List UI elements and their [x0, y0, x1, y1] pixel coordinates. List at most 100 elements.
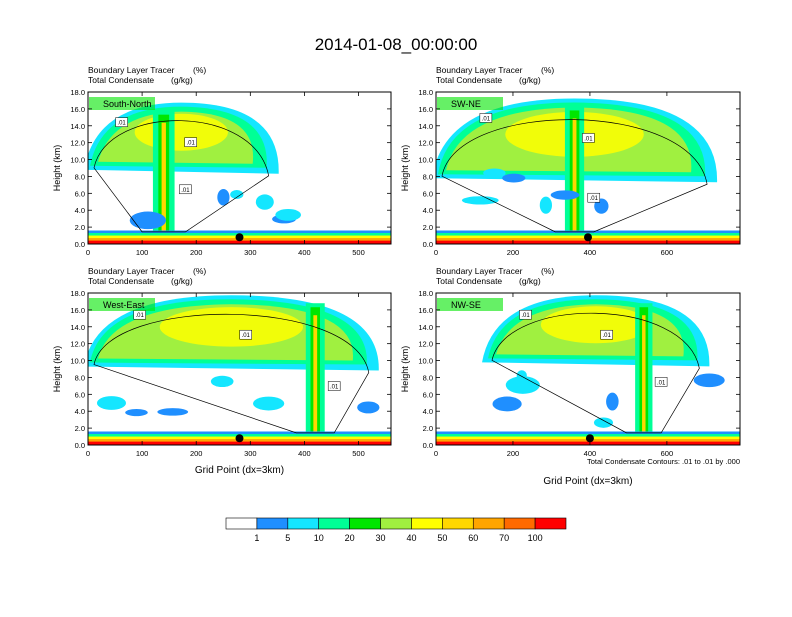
colorbar-swatch [225, 517, 258, 530]
contour-label-box [179, 184, 192, 195]
colorbar-swatch [442, 517, 474, 530]
colorbar-label: 60 [468, 533, 478, 543]
contour-label-text: .01 [602, 333, 611, 339]
y-tick-label: 4.0 [423, 206, 433, 215]
location-marker [585, 434, 594, 443]
contour-label: .01 [184, 137, 197, 147]
colorbar-label: 70 [499, 533, 509, 543]
panel-label-bg [89, 298, 155, 311]
y-tick-label: 12.0 [70, 340, 85, 349]
y-tick-label: 2.0 [75, 424, 85, 433]
colorbar-swatch [256, 517, 289, 530]
cloud-patch [693, 373, 725, 388]
y-tick-label: 10.0 [70, 357, 85, 366]
x-tick-label: 200 [190, 449, 203, 458]
y-tick-label: 10.0 [418, 156, 433, 165]
y-tick-label: 18.0 [70, 88, 85, 97]
y-tick-label: 6.0 [423, 189, 433, 198]
panel-label: SW-NE [451, 99, 481, 109]
y-tick-label: 0.0 [75, 441, 85, 450]
anvil-core [540, 306, 651, 344]
panel-title-line2: Total Condensate [88, 75, 154, 85]
cloud-patch [275, 208, 302, 221]
y-tick-label: 0.0 [423, 240, 433, 249]
y-axis-label: Height (km) [52, 346, 62, 393]
contour-label-text: .01 [521, 313, 530, 319]
x-tick-label: 400 [584, 248, 597, 257]
panel-title-unit2: (g/kg) [171, 75, 193, 85]
y-tick-label: 2.0 [423, 223, 433, 232]
contour-label: .01 [115, 117, 128, 127]
boundary-layer-band-5 [88, 441, 391, 445]
y-tick-label: 12.0 [418, 139, 433, 148]
y-tick-label: 12.0 [70, 139, 85, 148]
contour-line [491, 312, 700, 434]
colorbar-label: 100 [528, 533, 543, 543]
contour-label-text: .01 [657, 380, 666, 386]
contour-line [93, 313, 370, 434]
x-tick-label: 600 [661, 248, 674, 257]
y-tick-label: 10.0 [70, 156, 85, 165]
x-tick-label: 300 [244, 248, 257, 257]
panel-title-line1: Boundary Layer Tracer [88, 266, 175, 276]
updraft-peak [642, 315, 646, 435]
contour-label: .01 [582, 133, 595, 143]
cloud-patch [255, 194, 274, 210]
panel-title-line2: Total Condensate [436, 75, 502, 85]
panel-title-line1: Boundary Layer Tracer [436, 266, 523, 276]
plot-area: .01 .01 .01 NW-SE [436, 293, 740, 445]
contour-label-text: .01 [186, 141, 195, 147]
y-tick-label: 4.0 [423, 407, 433, 416]
cloud-patch [230, 190, 244, 199]
y-tick-label: 14.0 [418, 323, 433, 332]
cloud-patch [606, 392, 619, 411]
x-tick-label: 600 [661, 449, 674, 458]
x-tick-label: 500 [352, 248, 365, 257]
colorbar: 1 5 10 20 30 40 50 60 70 100 [225, 517, 567, 543]
chart-panel-3: Boundary Layer Tracer (%) Total Condensate… [52, 266, 392, 476]
panel-title-unit2: (g/kg) [519, 75, 541, 85]
cloud-patch [96, 396, 127, 410]
plot-frame [87, 91, 392, 245]
panel-label: South-North [103, 99, 152, 109]
panel-label-bg [437, 298, 503, 311]
x-tick-label: 0 [434, 248, 438, 257]
x-tick-label: 200 [190, 248, 203, 257]
colorbar-swatch [534, 517, 567, 530]
contour-label-box [582, 133, 595, 143]
contour-line [93, 120, 270, 233]
y-tick-label: 2.0 [75, 223, 85, 232]
colorbar-label: 10 [314, 533, 324, 543]
contour-label: .01 [479, 113, 493, 123]
contour-label: .01 [327, 381, 341, 391]
y-axis-label: Height (km) [400, 346, 410, 393]
cloud-patch [516, 370, 527, 381]
contour-label-box [600, 329, 613, 340]
plot-area: .01 .01 .01 SW-NE [436, 92, 740, 244]
x-tick-label: 100 [136, 449, 149, 458]
cloud-patch [492, 396, 522, 412]
cloud-patch [550, 190, 580, 200]
contour-note: Total Condensate Contours: .01 to .01 by… [587, 457, 740, 466]
updraft-peak [572, 118, 577, 234]
cloud-patch [483, 168, 506, 178]
cloud-patch [502, 173, 526, 183]
y-tick-label: 14.0 [70, 122, 85, 131]
y-tick-label: 8.0 [75, 373, 85, 382]
location-marker [584, 233, 592, 242]
panels: Boundary Layer Tracer (%) Total Condensate… [52, 65, 741, 487]
contour-label-box [115, 117, 128, 127]
cloud-patch [253, 396, 285, 411]
contour-label-box [327, 381, 341, 391]
colorbar-label: 5 [285, 533, 290, 543]
contour-label-box [519, 309, 532, 320]
contour-label: .01 [239, 329, 252, 340]
panel-title-unit1: (%) [541, 266, 554, 276]
cloud-patch [461, 196, 499, 205]
y-tick-label: 2.0 [423, 424, 433, 433]
boundary-layer-band-5 [436, 240, 740, 244]
contour-label-box [479, 113, 493, 123]
chart-panel-2: Boundary Layer Tracer (%) Total Condensate… [400, 65, 741, 257]
plot-frame [435, 292, 741, 446]
y-tick-label: 14.0 [70, 323, 85, 332]
